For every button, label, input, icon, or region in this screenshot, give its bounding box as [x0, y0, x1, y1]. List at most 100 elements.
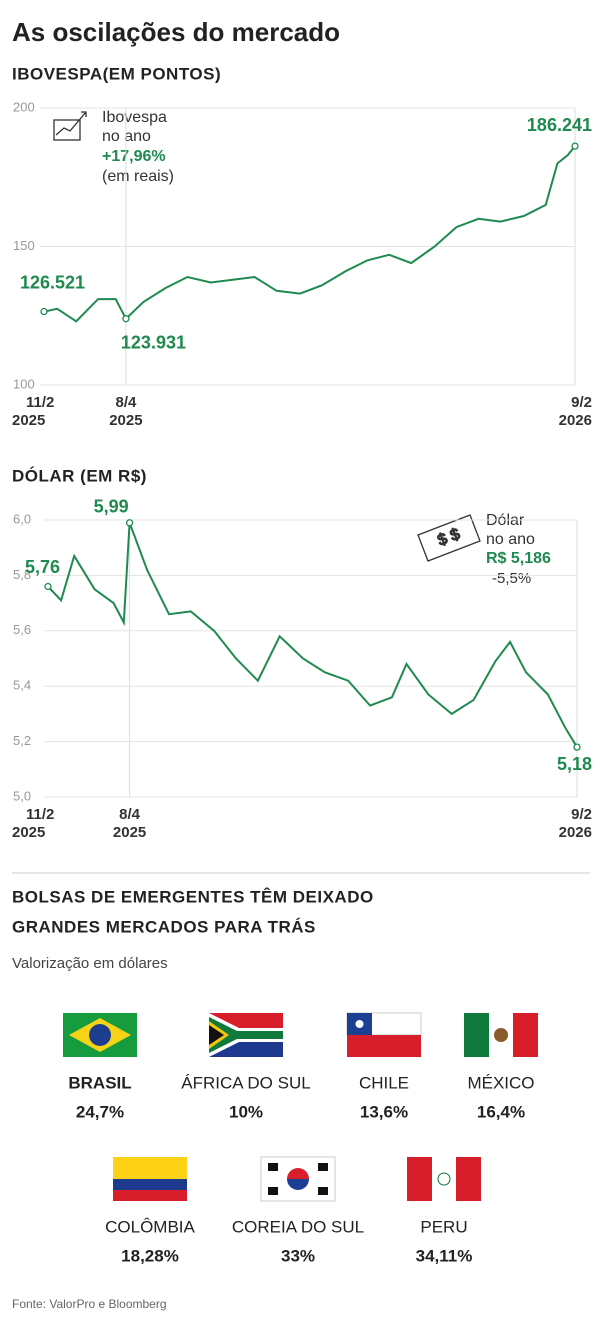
info-note: (em reais) [102, 168, 174, 185]
flag [464, 1013, 538, 1057]
annotation-point [573, 743, 581, 751]
annotation-point [125, 519, 134, 527]
annotation-label: 186.241 [527, 115, 592, 135]
flag-part [268, 1163, 278, 1171]
annotation-point [44, 582, 52, 591]
country-value: 13,6% [360, 1102, 408, 1121]
info-change: +17,96% [102, 148, 166, 165]
x-tick-year: 2025 [109, 412, 142, 429]
country-name: ÁFRICA DO SUL [181, 1073, 310, 1092]
x-tick-label: 9/2 [571, 806, 592, 823]
flag-part [113, 1179, 187, 1190]
x-tick-label: 8/4 [115, 394, 137, 411]
flag-part [268, 1187, 278, 1195]
x-tick-year: 2025 [12, 824, 45, 841]
x-tick-label: 11/2 [26, 394, 54, 411]
page-title: As oscilações do mercado [12, 17, 340, 47]
x-tick-year: 2026 [559, 412, 592, 429]
country-value: 18,28% [121, 1246, 179, 1265]
flag-part [287, 1168, 309, 1179]
flag-part [113, 1190, 187, 1201]
country-value: 24,7% [76, 1102, 124, 1121]
line [43, 145, 576, 323]
x-tick-label: 8/4 [119, 806, 141, 823]
annotation-label: 5,18 [557, 754, 592, 774]
y-tick-label: 5,8 [13, 567, 31, 582]
y-tick-label: 5,0 [13, 788, 31, 803]
annotation-label: 5,99 [94, 497, 129, 517]
annotation-label: 123.931 [121, 332, 186, 352]
flag-part [113, 1157, 187, 1179]
country-name: COREIA DO SUL [232, 1217, 364, 1236]
flag-part [456, 1157, 481, 1201]
flag [209, 1013, 283, 1057]
country: MÉXICO 16,4% [464, 1013, 538, 1121]
flag-part [407, 1157, 432, 1201]
flag-part [347, 1035, 421, 1057]
info-name: Dólar [486, 512, 525, 529]
svg-text:$ $: $ $ [435, 526, 462, 550]
country-name: COLÔMBIA [105, 1217, 195, 1236]
y-tick-label: 100 [13, 376, 35, 391]
flag-part [437, 1172, 451, 1186]
section-title: GRANDES MERCADOS PARA TRÁS [12, 917, 316, 936]
country-name: BRASIL [68, 1073, 131, 1092]
flag-part [513, 1013, 538, 1057]
country-value: 33% [281, 1246, 315, 1265]
y-tick-label: 5,6 [13, 622, 31, 637]
x-tick-year: 2026 [559, 824, 592, 841]
annotation-point [571, 142, 579, 150]
flag-part [318, 1187, 328, 1195]
flag [113, 1157, 187, 1201]
info-period: no ano [102, 128, 151, 145]
annotation-point [122, 315, 130, 323]
section-title: BOLSAS DE EMERGENTES TÊM DEIXADO [12, 887, 374, 906]
y-tick-label: 5,2 [13, 733, 31, 748]
flag-part [209, 1017, 283, 1053]
flag-part [318, 1163, 328, 1171]
x-tick-year: 2025 [12, 412, 45, 429]
flag [63, 1013, 137, 1057]
country-name: PERU [420, 1217, 467, 1236]
flag [260, 1156, 336, 1202]
x-tick-label: 9/2 [571, 394, 592, 411]
country-value: 34,11% [416, 1246, 473, 1265]
annotation-label: 126.521 [20, 272, 85, 292]
country: BRASIL 24,7% [63, 1013, 137, 1121]
country-value: 10% [229, 1102, 263, 1121]
info-note: -5,5% [492, 570, 531, 587]
country-value: 16,4% [477, 1102, 525, 1121]
annotation-label: 5,76 [25, 557, 60, 577]
flag [407, 1157, 481, 1201]
y-tick-label: 6,0 [13, 511, 31, 526]
line [47, 522, 578, 748]
country: COLÔMBIA 18,28% [105, 1157, 196, 1265]
flag-part [464, 1013, 489, 1057]
x-tick-label: 11/2 [26, 806, 54, 823]
y-tick-label: 150 [13, 238, 35, 253]
chart-icon [53, 111, 87, 141]
section-subtitle: Valorização em dólares [12, 955, 168, 972]
flag-part [209, 1025, 224, 1045]
country-name: MÉXICO [467, 1073, 534, 1092]
info-name: Ibovespa [102, 109, 167, 126]
info-change: R$ 5,186 [486, 550, 551, 567]
source: Fonte: ValorPro e Bloomberg [12, 1297, 167, 1311]
flag-part [494, 1028, 508, 1042]
country: CHILE 13,6% [346, 1012, 422, 1121]
annotation-point [40, 307, 48, 316]
x-tick-year: 2025 [113, 824, 146, 841]
info-period: no ano [486, 531, 535, 548]
flag-part [89, 1024, 111, 1046]
country: PERU 34,11% [407, 1157, 481, 1265]
country: ÁFRICA DO SUL 10% [181, 1013, 311, 1121]
flag-part [432, 1157, 456, 1201]
money-icon: $ $ [417, 514, 481, 562]
flag [346, 1012, 422, 1057]
y-tick-label: 200 [13, 99, 35, 114]
chart-title: DÓLAR (EM R$) [12, 466, 147, 485]
y-tick-label: 5,4 [13, 678, 31, 693]
chart-title: IBOVESPA(EM PONTOS) [12, 64, 221, 83]
country: COREIA DO SUL 33% [232, 1156, 364, 1265]
